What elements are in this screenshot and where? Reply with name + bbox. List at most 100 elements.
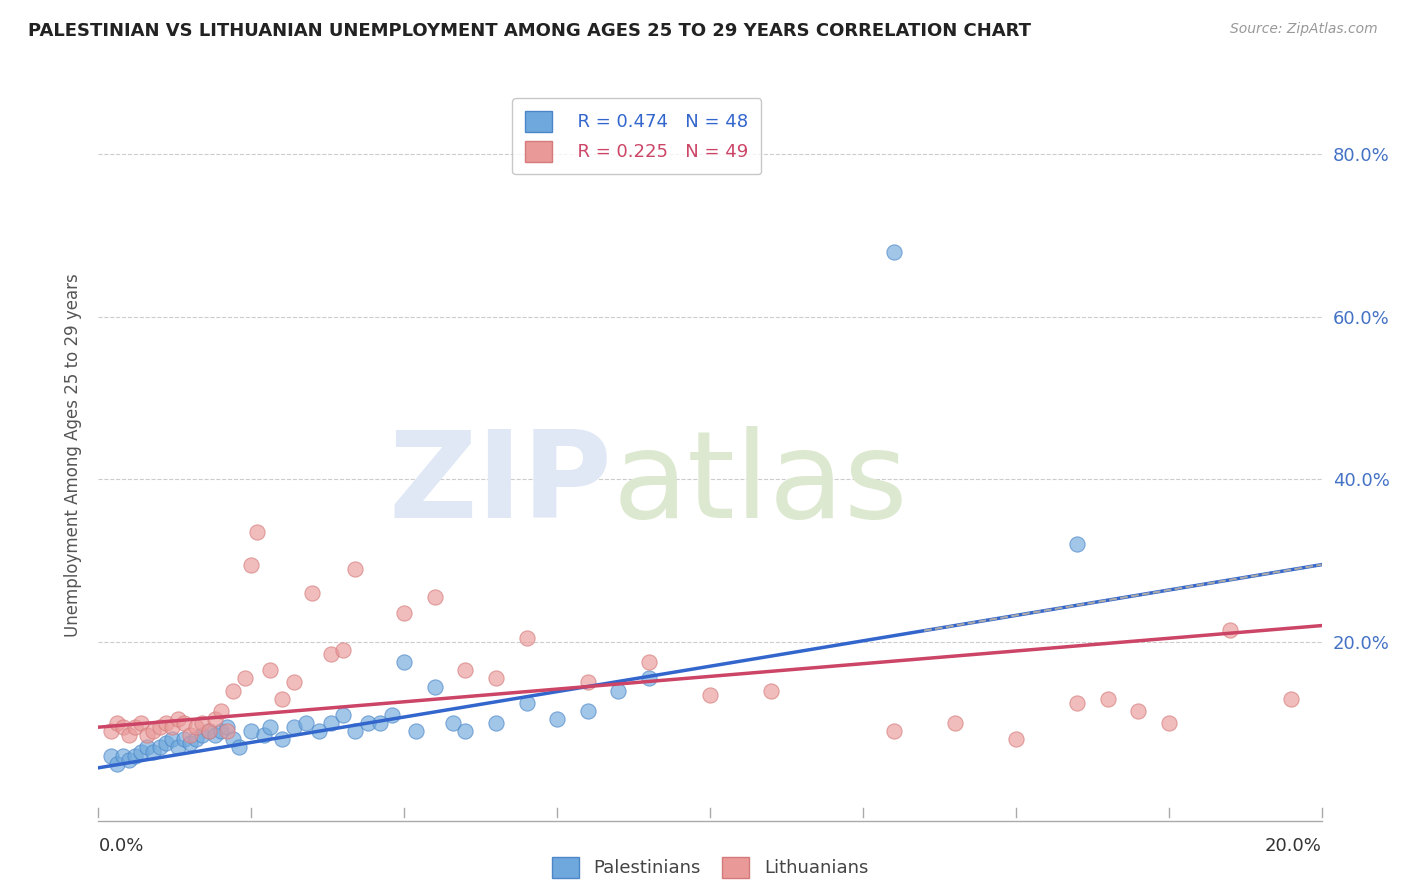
Point <box>111 748 134 763</box>
Point <box>1219 623 1241 637</box>
Point <box>943 716 966 731</box>
Point <box>381 708 404 723</box>
Point <box>197 724 219 739</box>
Point <box>136 728 159 742</box>
Point <box>136 740 159 755</box>
Point <box>155 716 177 731</box>
Point <box>233 672 256 686</box>
Point <box>1157 716 1180 731</box>
Text: atlas: atlas <box>612 425 908 542</box>
Point <box>423 680 446 694</box>
Point <box>344 724 367 739</box>
Point <box>259 720 281 734</box>
Point <box>332 708 354 723</box>
Point <box>319 647 342 661</box>
Point <box>142 745 165 759</box>
Point <box>149 740 172 755</box>
Point <box>1128 704 1150 718</box>
Point <box>607 683 630 698</box>
Point <box>516 631 538 645</box>
Point <box>485 716 508 731</box>
Point <box>319 716 342 731</box>
Point <box>155 736 177 750</box>
Point <box>368 716 391 731</box>
Point <box>423 590 446 604</box>
Point <box>332 643 354 657</box>
Point <box>283 675 305 690</box>
Point <box>142 724 165 739</box>
Point <box>259 663 281 677</box>
Point <box>270 732 292 747</box>
Point <box>240 558 263 572</box>
Point <box>160 720 183 734</box>
Point <box>129 716 152 731</box>
Point <box>485 672 508 686</box>
Point <box>883 244 905 259</box>
Point <box>179 736 201 750</box>
Text: ZIP: ZIP <box>388 425 612 542</box>
Point <box>105 716 128 731</box>
Point <box>392 655 416 669</box>
Point <box>124 720 146 734</box>
Point <box>246 525 269 540</box>
Point <box>209 724 232 739</box>
Point <box>179 728 201 742</box>
Point <box>222 683 245 698</box>
Point <box>240 724 263 739</box>
Point <box>160 732 183 747</box>
Point <box>283 720 305 734</box>
Text: 0.0%: 0.0% <box>98 837 143 855</box>
Point <box>191 728 214 742</box>
Point <box>167 712 190 726</box>
Point <box>204 728 226 742</box>
Point <box>392 607 416 621</box>
Point <box>149 720 172 734</box>
Point <box>1066 696 1088 710</box>
Point <box>1066 537 1088 551</box>
Point <box>111 720 134 734</box>
Point <box>637 655 661 669</box>
Y-axis label: Unemployment Among Ages 25 to 29 years: Unemployment Among Ages 25 to 29 years <box>63 273 82 637</box>
Point <box>356 716 378 731</box>
Legend: Palestinians, Lithuanians: Palestinians, Lithuanians <box>544 849 876 885</box>
Point <box>699 688 721 702</box>
Point <box>173 732 195 747</box>
Point <box>883 724 905 739</box>
Text: PALESTINIAN VS LITHUANIAN UNEMPLOYMENT AMONG AGES 25 TO 29 YEARS CORRELATION CHA: PALESTINIAN VS LITHUANIAN UNEMPLOYMENT A… <box>28 22 1031 40</box>
Point <box>405 724 427 739</box>
Point <box>186 720 208 734</box>
Point <box>228 740 250 755</box>
Point <box>344 562 367 576</box>
Point <box>759 683 782 698</box>
Point <box>546 712 568 726</box>
Point <box>215 720 238 734</box>
Text: 20.0%: 20.0% <box>1265 837 1322 855</box>
Point <box>124 748 146 763</box>
Point <box>637 672 661 686</box>
Point <box>308 724 330 739</box>
Point <box>209 704 232 718</box>
Point <box>1097 691 1119 706</box>
Point <box>129 745 152 759</box>
Point <box>441 716 464 731</box>
Point <box>105 756 128 771</box>
Point <box>516 696 538 710</box>
Point <box>118 753 141 767</box>
Point <box>270 691 292 706</box>
Point <box>576 675 599 690</box>
Point <box>252 728 274 742</box>
Point <box>1004 732 1026 747</box>
Point <box>100 748 122 763</box>
Point <box>167 740 190 755</box>
Point <box>186 732 208 747</box>
Point <box>295 716 318 731</box>
Text: Source: ZipAtlas.com: Source: ZipAtlas.com <box>1230 22 1378 37</box>
Point <box>301 586 323 600</box>
Point <box>100 724 122 739</box>
Point <box>191 716 214 731</box>
Point <box>118 728 141 742</box>
Point <box>197 724 219 739</box>
Point <box>454 663 477 677</box>
Point <box>173 716 195 731</box>
Point <box>204 712 226 726</box>
